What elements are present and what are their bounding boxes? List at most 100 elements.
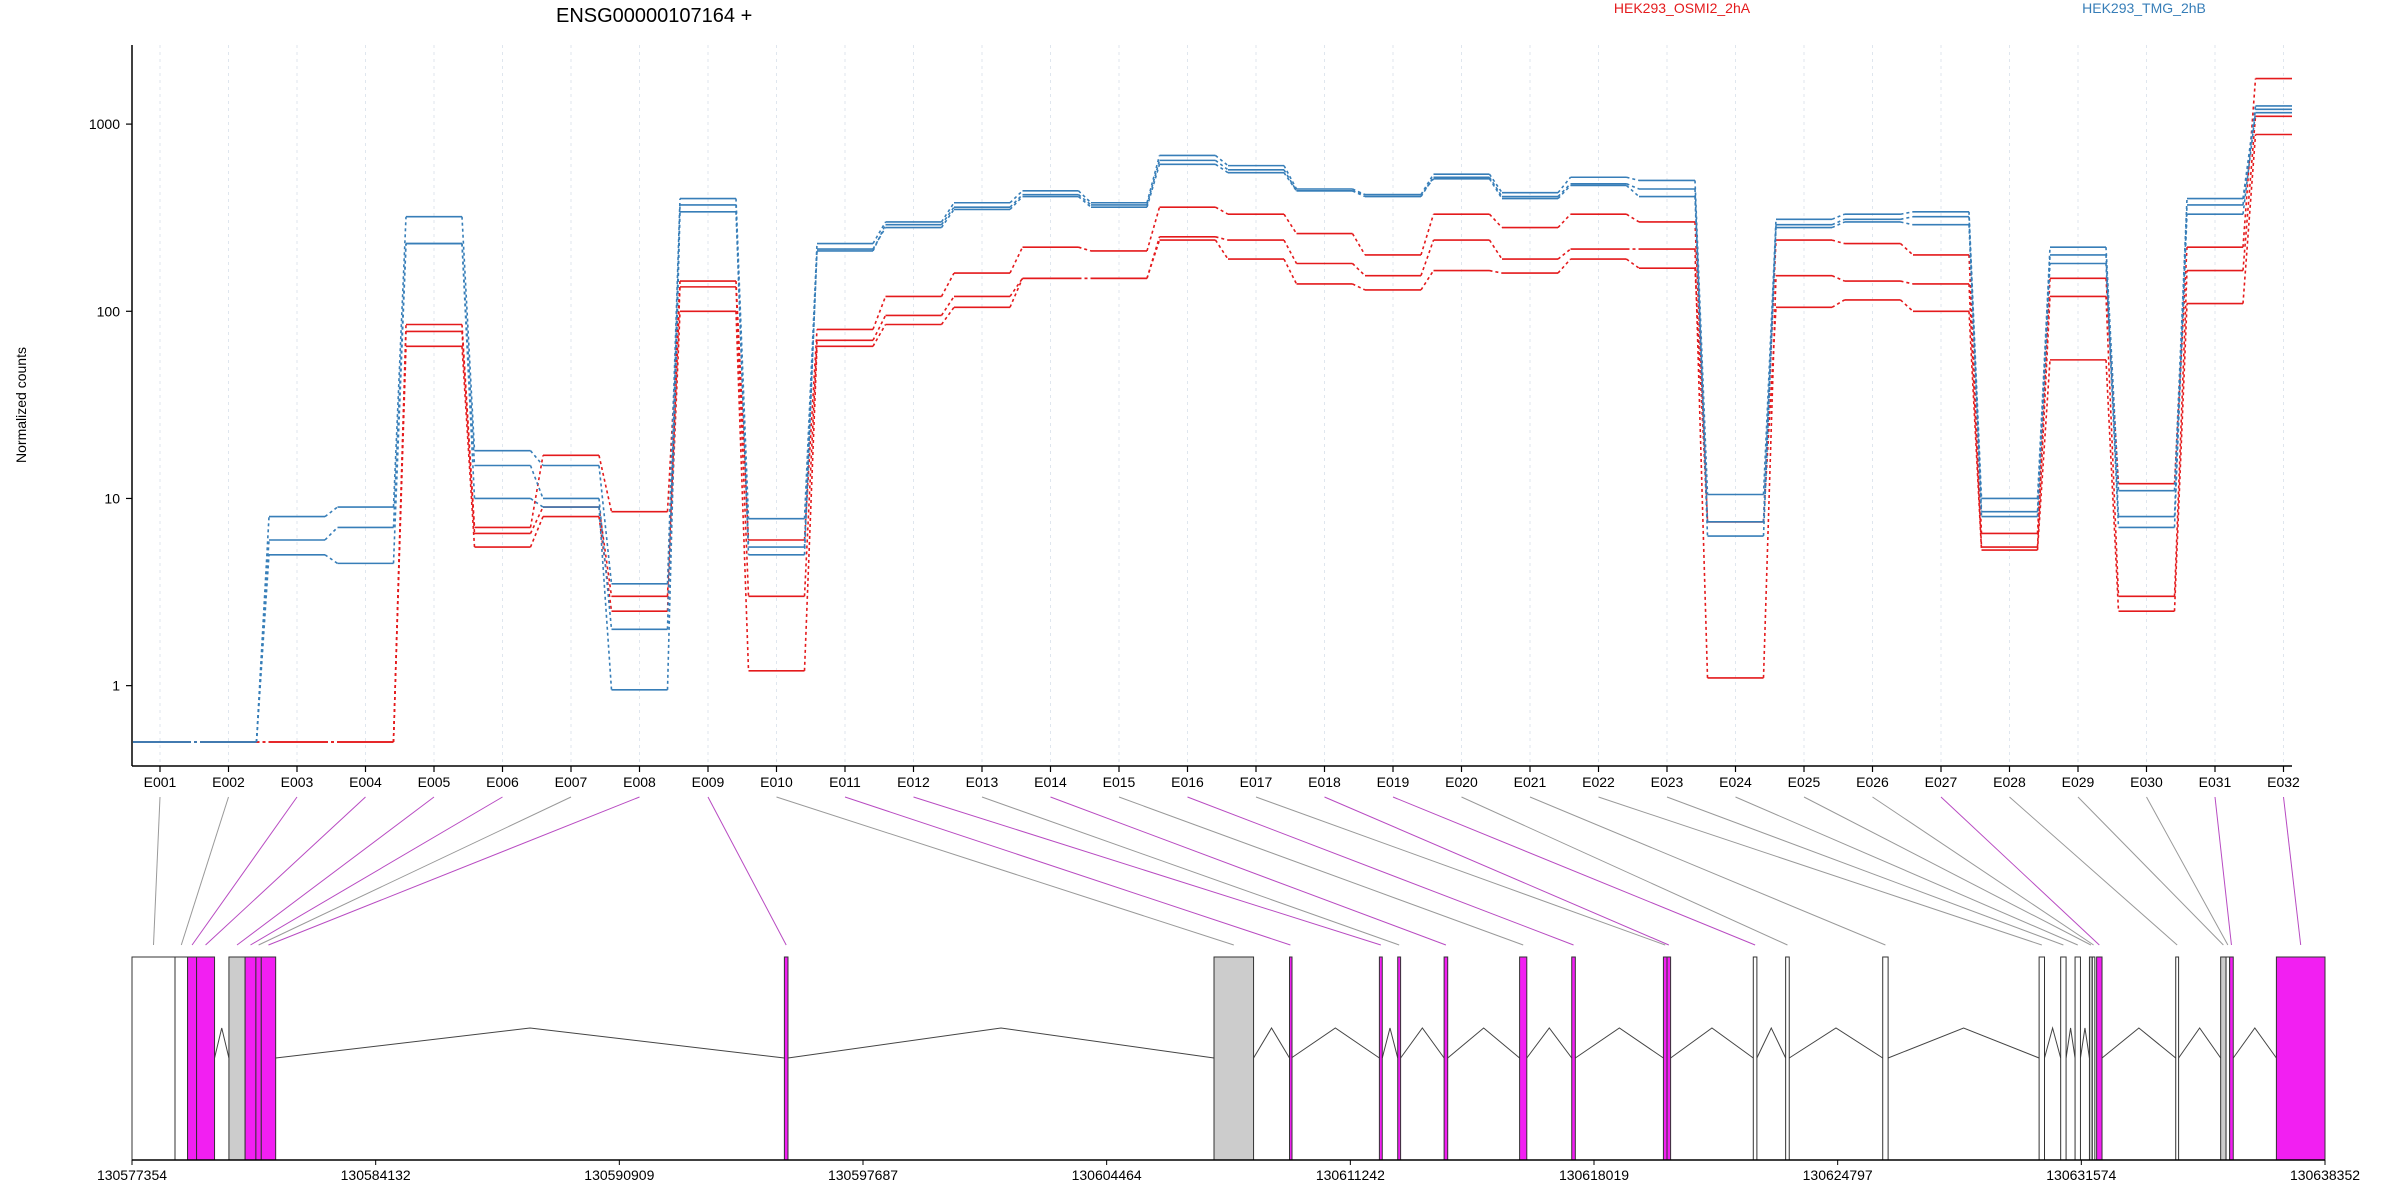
intron-line — [1887, 1027, 2040, 1059]
series-4-transition — [529, 450, 544, 467]
series-4-transition — [1900, 211, 1914, 216]
series-6-transition — [1488, 178, 1503, 200]
series-4-transition — [1077, 190, 1092, 204]
x-tick-label-e002: E002 — [212, 774, 245, 790]
x-tick-label-e011: E011 — [829, 774, 861, 790]
genomic-tick-label: 130584132 — [341, 1167, 411, 1183]
series-6-transition — [1694, 196, 1709, 537]
x-tick-label-e012: E012 — [897, 774, 930, 790]
connector-e007 — [258, 796, 572, 946]
chart-title: ENSG00000107164 + — [556, 5, 752, 27]
intron-line — [2065, 1027, 2076, 1059]
connector-e019 — [1392, 796, 1756, 946]
connector-e003 — [191, 796, 298, 946]
series-4-transition — [392, 216, 407, 508]
series-6-transition — [2242, 112, 2257, 215]
x-tick-label-e030: E030 — [2130, 774, 2163, 790]
gene-exon-e027 — [2096, 956, 2103, 1161]
series-5-transition — [1283, 169, 1298, 192]
series-4 — [133, 105, 2292, 743]
connector-e020 — [1461, 796, 1788, 946]
series-6-transition — [2173, 214, 2188, 528]
series-6-transition — [2036, 263, 2051, 517]
series-4-transition — [1352, 188, 1366, 196]
connector-e008 — [268, 796, 640, 946]
gene-exon-e021 — [1882, 956, 1889, 1161]
series-6-transition — [1557, 184, 1572, 200]
series-4-transition — [666, 198, 681, 584]
genomic-tick-label: 130624797 — [1803, 1167, 1873, 1183]
series-6-transition — [666, 211, 681, 690]
connector-e030 — [2146, 796, 2229, 946]
series-5-transition — [598, 498, 613, 630]
series-6-transition — [1831, 221, 1845, 229]
series-6-transition — [1146, 164, 1161, 208]
gene-model — [131, 956, 2326, 1161]
gene-exon-e005 — [228, 956, 246, 1161]
series-5-transition — [1762, 224, 1777, 522]
series-1-transition — [1968, 254, 1983, 534]
series-6-transition — [1009, 196, 1024, 210]
series-2-transition — [529, 506, 544, 534]
series-3-transition — [2036, 359, 2051, 551]
gene-exon-e015 — [1519, 956, 1528, 1161]
series-3-transition — [803, 346, 818, 671]
series-5-transition — [2242, 109, 2257, 206]
series-4-transition — [2105, 247, 2120, 491]
connector-e031 — [2214, 796, 2232, 946]
series-1-transition — [1078, 246, 1092, 252]
series-6-transition — [530, 497, 544, 508]
series-layer — [133, 77, 2292, 743]
intron-line — [2079, 1027, 2090, 1059]
series-2-transition — [1351, 262, 1366, 277]
intron-line — [1253, 1027, 1290, 1059]
series-4-transition — [1283, 165, 1298, 190]
gene-exon-e018 — [1666, 956, 1672, 1161]
x-tick-label-e023: E023 — [1651, 774, 1684, 790]
series-1-transition — [1215, 206, 1229, 215]
series-4-transition — [2173, 198, 2188, 491]
series-6-transition — [1900, 221, 1914, 226]
series-6-transition — [392, 243, 407, 564]
connector-e002 — [180, 796, 229, 946]
connector-e012 — [913, 796, 1381, 946]
genomic-tick-label: 130638352 — [2290, 1167, 2360, 1183]
legend-entry-osmi2: HEK293_OSMI2_2hA — [1614, 0, 1751, 16]
x-tick-label-e005: E005 — [418, 774, 451, 790]
gene-exon-e029 — [2220, 956, 2227, 1161]
series-6-transition — [872, 227, 887, 250]
gene-exon-e020 — [1785, 956, 1790, 1161]
series-5-transition — [1146, 160, 1161, 206]
x-tick-label-e001: E001 — [144, 774, 177, 790]
series-4-transition — [940, 202, 955, 223]
connector-e027 — [1940, 796, 2100, 946]
x-tick-label-e021: E021 — [1514, 774, 1547, 790]
gene-exon-e019 — [1752, 956, 1758, 1161]
gene-exon-e023 — [2060, 956, 2067, 1161]
series-4-transition — [735, 198, 750, 519]
connector-e026 — [1872, 796, 2094, 946]
gridlines — [159, 45, 2284, 766]
genomic-tick-label: 130590909 — [584, 1167, 654, 1183]
gene-exon-e010 — [1213, 956, 1255, 1161]
series-4-transition — [1831, 213, 1845, 221]
y-axis: 1 10 100 1000 — [89, 45, 133, 766]
series-2-transition — [1215, 236, 1229, 241]
x-tick-label-e024: E024 — [1719, 774, 1752, 790]
x-tick-label-e003: E003 — [281, 774, 314, 790]
intron-line — [1575, 1027, 1664, 1059]
series-2-transition — [1283, 239, 1298, 264]
series-4-transition — [324, 506, 338, 518]
gene-exon-e030 — [2225, 956, 2231, 1161]
series-3-transition — [1968, 311, 1983, 551]
y-tick-label: 100 — [97, 303, 121, 319]
series-4-transition — [1009, 190, 1024, 204]
intron-line — [1381, 1027, 1399, 1059]
intron-line — [1400, 1027, 1445, 1059]
intron-line — [1291, 1027, 1380, 1059]
y-tick-label: 10 — [104, 490, 120, 506]
intron-line — [2232, 1027, 2277, 1059]
series-2-transition — [1831, 274, 1845, 282]
series-3-transition — [1899, 299, 1914, 312]
series-3-transition — [1352, 283, 1366, 291]
